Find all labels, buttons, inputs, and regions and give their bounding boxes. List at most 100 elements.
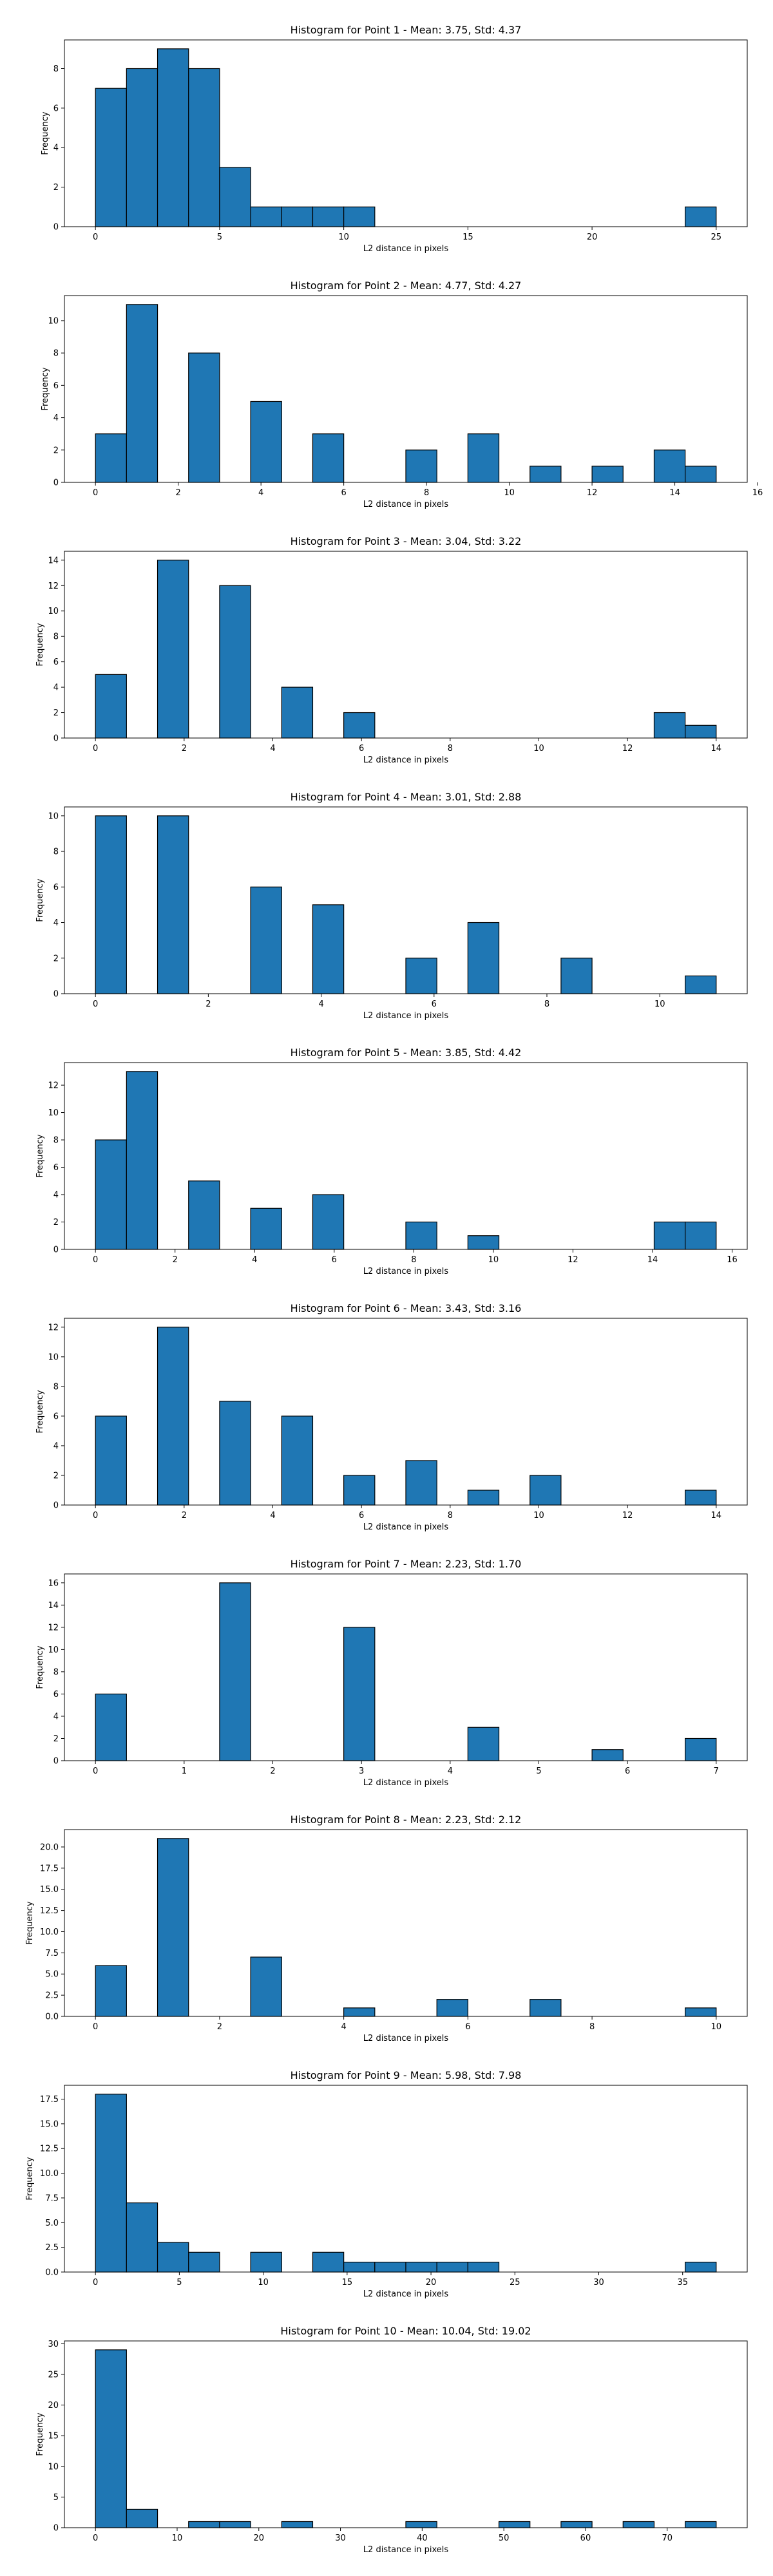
x-tick-label: 0 xyxy=(93,2278,98,2287)
histogram-bar xyxy=(343,2262,376,2273)
histogram-bar xyxy=(685,1738,717,1761)
y-axis-label: Frequency xyxy=(41,367,50,410)
histogram-bar xyxy=(685,206,717,227)
x-tick-label: 0 xyxy=(93,744,98,753)
x-tick-label: 35 xyxy=(677,2278,688,2287)
x-tick-label: 8 xyxy=(411,1255,416,1265)
x-tick-label: 20 xyxy=(426,2278,437,2287)
histogram-bar xyxy=(126,68,158,227)
y-tick-label: 12 xyxy=(48,582,59,591)
y-tick-label: 6 xyxy=(53,658,59,667)
histogram-bar xyxy=(530,466,562,483)
y-tick-label: 0 xyxy=(53,223,59,232)
chart-title: Histogram for Point 3 - Mean: 3.04, Std:… xyxy=(291,535,522,547)
x-axis-label: L2 distance in pixels xyxy=(363,1778,449,1788)
histogram-bar xyxy=(281,687,314,739)
x-axis-label: L2 distance in pixels xyxy=(363,1522,449,1532)
histogram-panel-7: Histogram for Point 7 - Mean: 2.23, Std:… xyxy=(35,1558,748,1788)
x-tick-label: 70 xyxy=(662,2533,673,2543)
y-tick-label: 10 xyxy=(48,1352,59,1362)
histogram-bar xyxy=(157,815,189,994)
histogram-bar xyxy=(95,815,127,994)
histogram-panel-10: Histogram for Point 10 - Mean: 10.04, St… xyxy=(35,2325,748,2555)
x-tick-label: 14 xyxy=(647,1255,658,1265)
x-tick-label: 10 xyxy=(258,2278,269,2287)
y-tick-label: 2 xyxy=(53,446,59,455)
histogram-bar xyxy=(685,975,717,994)
x-tick-label: 2 xyxy=(173,1255,178,1265)
y-tick-label: 4 xyxy=(53,413,59,423)
histogram-bar xyxy=(343,712,376,739)
y-axis-label: Frequency xyxy=(35,623,45,666)
y-tick-label: 15.0 xyxy=(40,1885,59,1895)
x-tick-label: 40 xyxy=(417,2533,428,2543)
histogram-panel-5: Histogram for Point 5 - Mean: 3.85, Std:… xyxy=(35,1046,748,1276)
y-tick-label: 14 xyxy=(48,1601,59,1611)
histogram-bar xyxy=(95,1416,127,1506)
x-tick-label: 8 xyxy=(448,744,453,753)
x-tick-label: 10 xyxy=(533,1511,544,1520)
histogram-bar xyxy=(685,2262,717,2273)
y-tick-label: 0 xyxy=(53,734,59,744)
x-tick-label: 0 xyxy=(93,2022,98,2032)
histogram-bar xyxy=(312,433,345,483)
y-tick-label: 2 xyxy=(53,1218,59,1227)
histogram-bar xyxy=(250,2251,282,2273)
histogram-panel-2: Histogram for Point 2 - Mean: 4.77, Std:… xyxy=(41,279,763,509)
chart-title: Histogram for Point 4 - Mean: 3.01, Std:… xyxy=(291,791,522,803)
x-axis-label: L2 distance in pixels xyxy=(363,1267,449,1276)
y-tick-label: 15.0 xyxy=(40,2119,59,2129)
x-axis-label: L2 distance in pixels xyxy=(363,244,449,254)
x-tick-label: 60 xyxy=(580,2533,591,2543)
axes-frame xyxy=(64,295,748,483)
histogram-bar xyxy=(312,2251,345,2273)
x-tick-label: 15 xyxy=(342,2278,353,2287)
histogram-bar xyxy=(219,1582,251,1761)
x-tick-label: 6 xyxy=(341,488,346,498)
histogram-bar xyxy=(95,433,127,483)
histogram-bar xyxy=(250,886,282,994)
chart-title: Histogram for Point 1 - Mean: 3.75, Std:… xyxy=(291,24,522,36)
axes-frame xyxy=(64,551,748,739)
y-axis-label: Frequency xyxy=(35,1390,45,1433)
y-tick-label: 17.5 xyxy=(40,2095,59,2105)
histogram-bar xyxy=(653,1221,686,1250)
histogram-bar xyxy=(467,1727,500,1761)
x-tick-label: 1 xyxy=(182,1766,187,1776)
x-tick-label: 10 xyxy=(504,488,515,498)
x-tick-label: 5 xyxy=(177,2278,182,2287)
histogram-bar xyxy=(467,2262,500,2273)
histogram-bar xyxy=(685,466,717,483)
x-tick-label: 0 xyxy=(93,488,98,498)
x-tick-label: 8 xyxy=(424,488,429,498)
x-tick-label: 12 xyxy=(622,1511,633,1520)
y-axis-label: Frequency xyxy=(35,878,45,922)
x-tick-label: 7 xyxy=(714,1766,719,1776)
x-tick-label: 6 xyxy=(465,2022,470,2032)
y-tick-label: 2 xyxy=(53,1734,59,1744)
x-tick-label: 2 xyxy=(182,744,187,753)
y-tick-label: 0 xyxy=(53,990,59,999)
histogram-bar xyxy=(685,2007,717,2017)
histogram-bar xyxy=(281,206,314,227)
x-tick-label: 12 xyxy=(587,488,598,498)
histogram-bar xyxy=(219,1401,251,1506)
histogram-bar xyxy=(157,2242,189,2273)
x-tick-label: 4 xyxy=(318,999,323,1009)
histogram-bar xyxy=(157,560,189,739)
histogram-bar xyxy=(685,724,717,739)
histogram-bar xyxy=(188,2251,220,2273)
histogram-bar xyxy=(281,1416,314,1506)
x-tick-label: 14 xyxy=(669,488,680,498)
histogram-bar xyxy=(405,2521,437,2528)
x-tick-label: 14 xyxy=(711,744,722,753)
histogram-bar xyxy=(157,1838,189,2017)
x-tick-label: 3 xyxy=(359,1766,364,1776)
histogram-bar xyxy=(219,585,251,739)
y-tick-label: 6 xyxy=(53,883,59,893)
histogram-bar xyxy=(250,1208,282,1250)
y-tick-label: 17.5 xyxy=(40,1864,59,1873)
y-tick-label: 6 xyxy=(53,1163,59,1173)
y-tick-label: 8 xyxy=(53,632,59,642)
